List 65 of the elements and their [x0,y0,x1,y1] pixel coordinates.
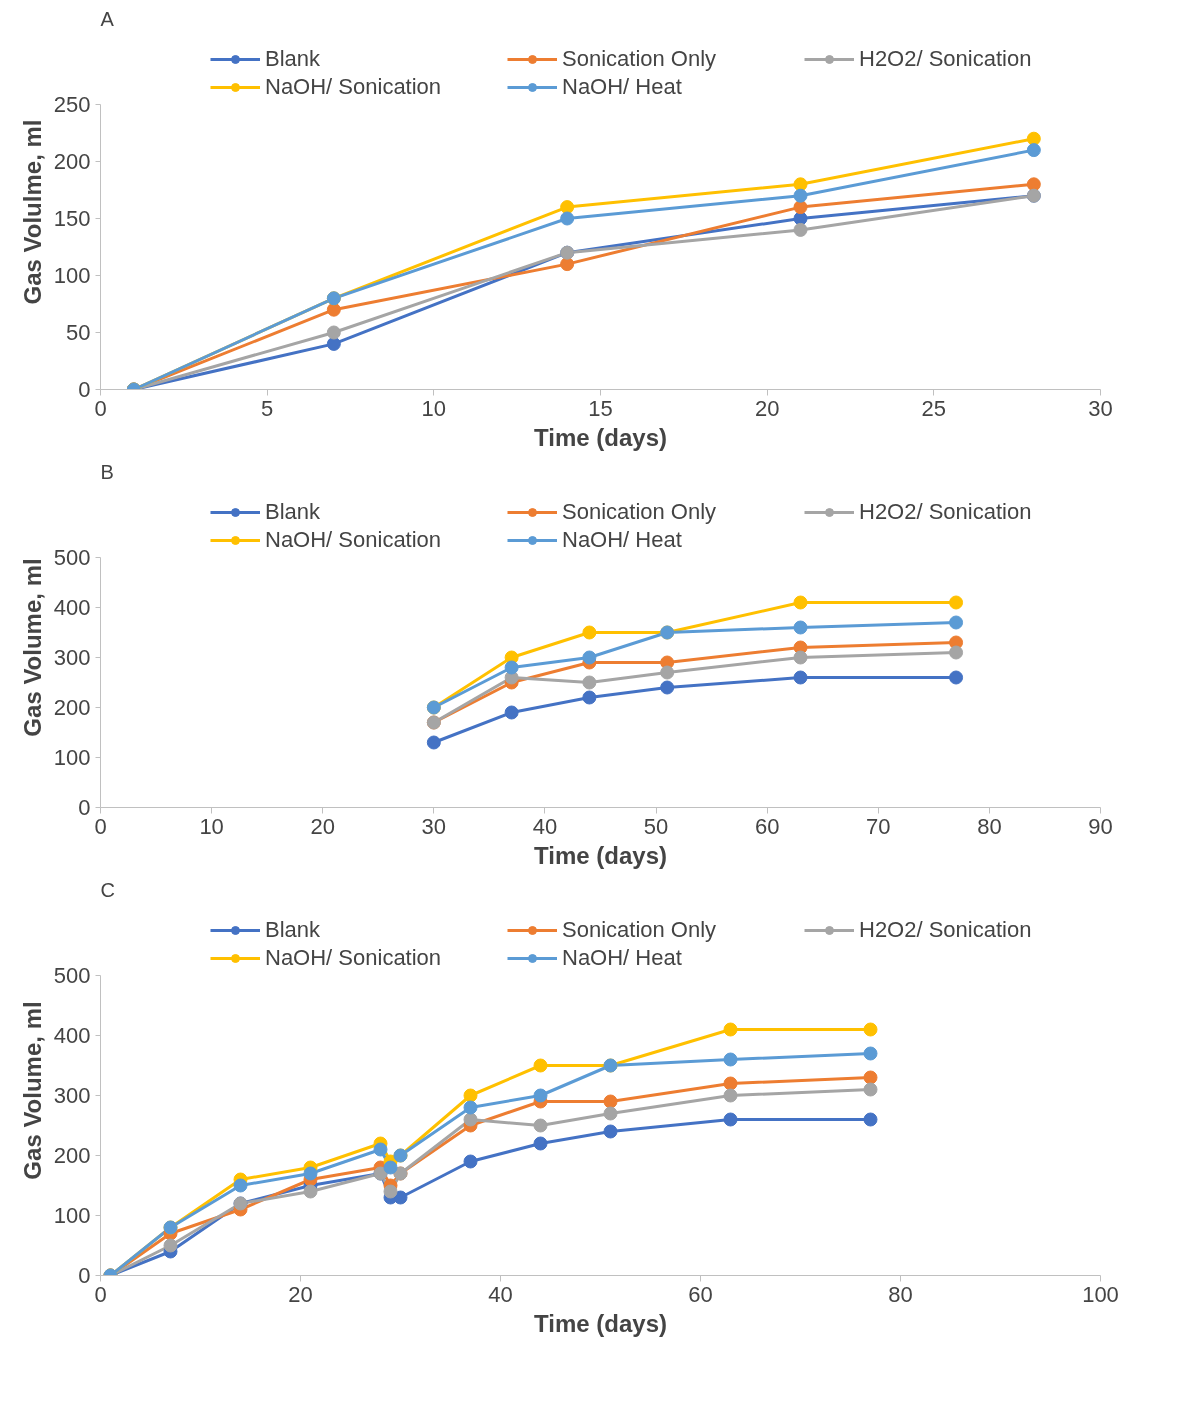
x-tick-label: 0 [94,813,107,839]
x-tick-label: 0 [94,395,107,421]
legend-label: Blank [265,499,322,525]
y-tick-label: 100 [53,263,91,288]
x-tick-label: 10 [199,813,224,839]
x-tick-label: 90 [1088,813,1113,839]
x-tick-label: 100 [1082,1281,1119,1307]
legend-label: NaOH/ Heat [562,945,683,971]
y-tick-label: 0 [78,795,91,820]
x-tick-label: 60 [754,813,780,839]
x-tick-label: 80 [977,813,1002,839]
x-tick-label: 70 [866,813,891,839]
x-tick-label: 5 [261,395,274,421]
legend-label: NaOH/ Sonication [265,945,443,971]
x-tick-label: 20 [288,1281,313,1307]
y-axis-title: Gas Volulme, ml [18,119,46,305]
legend-label: H2O2/ Sonication [859,46,1033,72]
x-tick-label: 40 [532,813,558,839]
x-tick-label: 20 [310,813,335,839]
y-tick-label: 0 [78,1263,91,1288]
chart-title: B [100,460,114,483]
x-tick-label: 20 [754,395,780,421]
x-tick-label: 15 [588,395,613,421]
x-tick-label: 60 [688,1281,713,1307]
legend-label: H2O2/ Sonication [859,917,1033,943]
legend-label: NaOH/ Sonication [265,527,443,553]
y-tick-label: 200 [53,695,91,720]
legend-label: Sonication Only [562,917,718,943]
y-tick-label: 400 [53,1023,91,1048]
x-tick-label: 10 [421,395,447,421]
x-axis-title: Time (days) [534,423,667,451]
chart-title: A [100,7,115,30]
y-tick-label: 100 [53,745,91,770]
y-tick-label: 200 [53,149,91,174]
x-axis-title: Time (days) [534,1309,667,1337]
y-tick-label: 300 [53,645,91,670]
legend-label: Sonication Only [562,499,718,525]
x-axis-title: Time (days) [534,841,667,869]
y-axis-title: Gas Volume, ml [18,558,46,737]
x-tick-label: 50 [643,813,669,839]
y-tick-label: 50 [66,320,91,345]
x-tick-label: 40 [488,1281,513,1307]
legend-label: NaOH/ Heat [562,74,683,100]
y-tick-label: 0 [78,377,91,402]
y-tick-label: 500 [53,963,91,988]
legend-label: H2O2/ Sonication [859,499,1033,525]
y-tick-label: 150 [53,206,91,231]
y-tick-label: 200 [53,1143,91,1168]
legend-label: NaOH/ Heat [562,527,683,553]
x-tick-label: 30 [421,813,447,839]
y-tick-label: 400 [53,595,91,620]
legend-label: Blank [265,917,322,943]
y-tick-label: 500 [53,545,91,570]
y-axis-title: Gas Volume, ml [18,1001,46,1180]
x-tick-label: 0 [94,1281,107,1307]
y-tick-label: 300 [53,1083,91,1108]
legend-label: Sonication Only [562,46,718,72]
x-tick-label: 30 [1088,395,1113,421]
legend-label: Blank [265,46,322,72]
legend-label: NaOH/ Sonication [265,74,443,100]
y-tick-label: 100 [53,1203,91,1228]
x-tick-label: 25 [921,395,947,421]
y-tick-label: 250 [53,92,91,117]
chart-title: C [100,878,115,901]
x-tick-label: 80 [888,1281,913,1307]
